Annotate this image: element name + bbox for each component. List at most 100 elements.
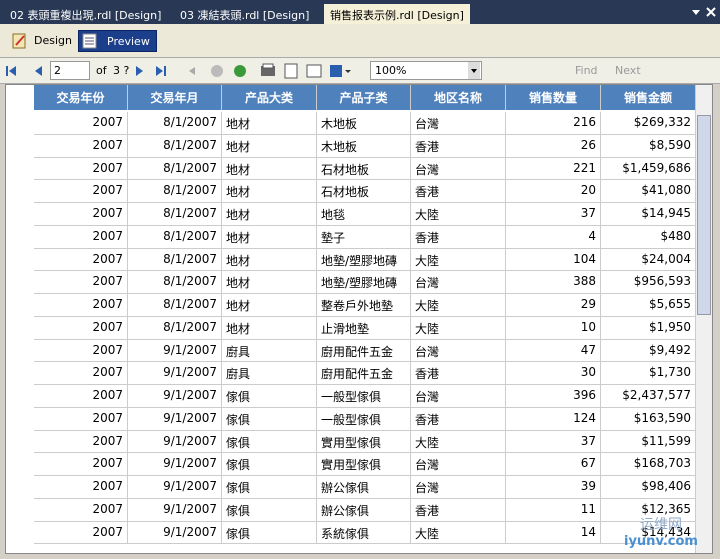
table-cell: 台灣: [411, 385, 506, 408]
table-cell: 台灣: [411, 339, 506, 363]
table-cell: 墊子: [317, 225, 411, 249]
table-cell: 實用型傢俱: [317, 453, 411, 476]
table-cell: 37: [506, 430, 601, 454]
table-cell: 388: [506, 271, 601, 294]
table-cell: 地材: [222, 180, 317, 203]
table-cell: 一般型傢俱: [317, 407, 411, 431]
find-button[interactable]: Find: [575, 64, 598, 77]
zoom-dropdown[interactable]: [468, 62, 480, 79]
preview-button[interactable]: Preview: [78, 30, 157, 52]
table-cell: 地材: [222, 294, 317, 317]
preview-icon: [82, 33, 97, 49]
table-cell: 傢俱: [222, 498, 317, 522]
column-header: 交易年份: [34, 85, 128, 110]
table-cell: 2007: [34, 112, 128, 135]
table-cell: 大陸: [411, 521, 506, 545]
table-cell: 9/1/2007: [128, 453, 222, 476]
table-cell: $480: [601, 225, 696, 249]
table-cell: 2007: [34, 476, 128, 499]
tab-controls[interactable]: [690, 5, 718, 19]
column-header: 地区名称: [411, 85, 506, 110]
table-cell: 2007: [34, 134, 128, 158]
table-cell: 傢俱: [222, 407, 317, 431]
table-cell: $5,655: [601, 294, 696, 317]
table-cell: 傢俱: [222, 521, 317, 545]
table-cell: 8/1/2007: [128, 294, 222, 317]
table-cell: 傢俱: [222, 385, 317, 408]
table-cell: 14: [506, 521, 601, 545]
table-cell: 221: [506, 157, 601, 181]
table-cell: $2,437,577: [601, 385, 696, 408]
table-cell: $14,945: [601, 203, 696, 226]
column-header: 销售金额: [601, 85, 696, 110]
toolbar-icons[interactable]: [185, 62, 365, 80]
table-cell: 11: [506, 498, 601, 522]
watermark: 运维网: [640, 517, 682, 533]
table-cell: 廚用配件五金: [317, 362, 411, 385]
tab[interactable]: 02 表頭重複出現.rdl [Design]: [10, 9, 162, 22]
table-cell: 木地板: [317, 112, 411, 135]
table-cell: $269,332: [601, 112, 696, 135]
scrollbar[interactable]: [695, 85, 712, 553]
design-button[interactable]: Design: [34, 34, 72, 47]
table-cell: $1,730: [601, 362, 696, 385]
table-cell: 香港: [411, 407, 506, 431]
table-cell: 9/1/2007: [128, 339, 222, 363]
table-cell: 石材地板: [317, 180, 411, 203]
table-cell: $41,080: [601, 180, 696, 203]
tab[interactable]: 03 凍結表頭.rdl [Design]: [180, 9, 310, 22]
table-cell: 2007: [34, 339, 128, 363]
table-cell: 石材地板: [317, 157, 411, 181]
design-icon: [12, 33, 26, 49]
nav-first-prev[interactable]: [4, 63, 52, 79]
table-cell: 2007: [34, 498, 128, 522]
table-cell: 台灣: [411, 157, 506, 181]
table-cell: 一般型傢俱: [317, 385, 411, 408]
table-cell: 辦公傢俱: [317, 476, 411, 499]
tab-bar: 02 表頭重複出現.rdl [Design] 03 凍結表頭.rdl [Desi…: [0, 0, 720, 24]
table-cell: 2007: [34, 385, 128, 408]
table-cell: 8/1/2007: [128, 316, 222, 340]
table-cell: 地材: [222, 157, 317, 181]
table-cell: 地材: [222, 203, 317, 226]
zoom-select[interactable]: 100%: [370, 61, 482, 80]
nav-next-last[interactable]: [132, 63, 172, 79]
table-cell: 9/1/2007: [128, 385, 222, 408]
table-cell: 37: [506, 203, 601, 226]
table-cell: 26: [506, 134, 601, 158]
table-cell: $163,590: [601, 407, 696, 431]
table-cell: 整卷戶外地墊: [317, 294, 411, 317]
table-cell: $8,590: [601, 134, 696, 158]
table-cell: 地材: [222, 271, 317, 294]
table-cell: 29: [506, 294, 601, 317]
next-button[interactable]: Next: [615, 64, 641, 77]
table-cell: 台灣: [411, 453, 506, 476]
of-label: of: [96, 64, 107, 77]
scroll-thumb[interactable]: [697, 115, 711, 315]
table-cell: 地材: [222, 248, 317, 272]
report-toolbar: 2 of 3 ? 100% Find Next: [0, 58, 720, 84]
table-cell: 9/1/2007: [128, 430, 222, 454]
table-cell: 2007: [34, 248, 128, 272]
table-cell: 8/1/2007: [128, 248, 222, 272]
table-cell: 20: [506, 180, 601, 203]
table-cell: 47: [506, 339, 601, 363]
table-cell: 30: [506, 362, 601, 385]
page-input[interactable]: 2: [50, 61, 90, 80]
table-cell: 廚具: [222, 339, 317, 363]
table-cell: 396: [506, 385, 601, 408]
table-cell: 2007: [34, 453, 128, 476]
table-cell: 8/1/2007: [128, 271, 222, 294]
table-cell: 39: [506, 476, 601, 499]
table-cell: 止滑地墊: [317, 316, 411, 340]
table-cell: 10: [506, 316, 601, 340]
table-cell: $1,459,686: [601, 157, 696, 181]
table-cell: 地材: [222, 134, 317, 158]
table-cell: 2007: [34, 225, 128, 249]
table-cell: 傢俱: [222, 430, 317, 454]
table-cell: 地材: [222, 225, 317, 249]
table-cell: 8/1/2007: [128, 225, 222, 249]
tab-active[interactable]: 销售报表示例.rdl [Design]: [324, 4, 470, 24]
table-cell: 木地板: [317, 134, 411, 158]
